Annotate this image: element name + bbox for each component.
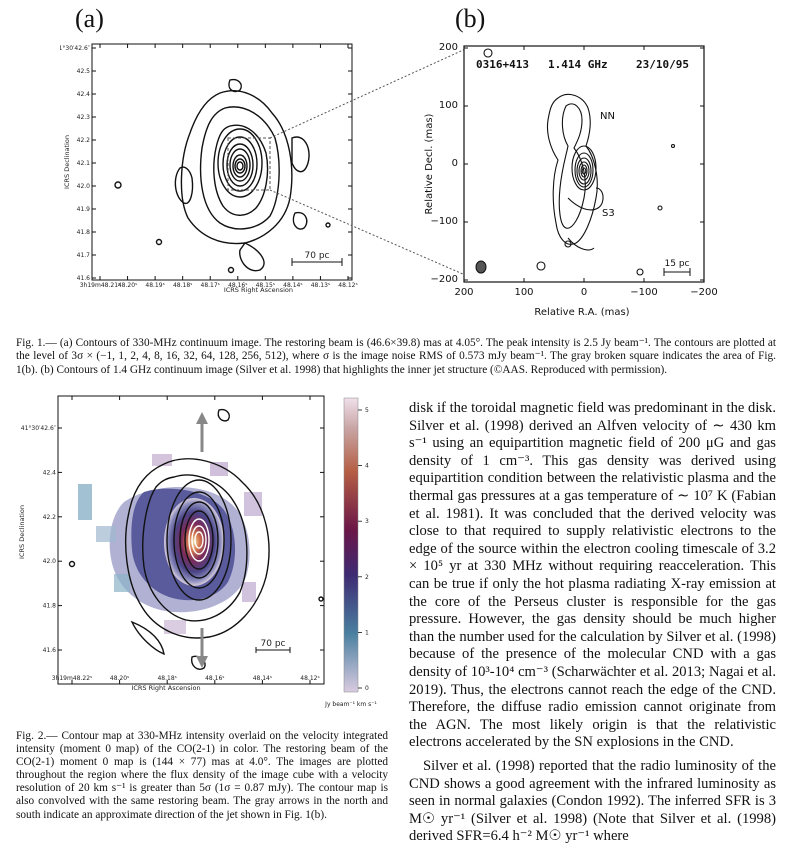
panel-a-x-tick-label: 3h19m48.21ˢ: [80, 282, 121, 289]
panel-b-x-tick-label: 200: [454, 287, 473, 298]
figure2-caption: Fig. 2.— Contour map at 330-MHz intensit…: [16, 730, 388, 821]
panel-a-x-label: ICRS Right Ascension: [224, 286, 293, 294]
figure2-x-tick-label: 48.14ˢ: [253, 675, 272, 682]
panel-b-scale-label: 15 pc: [665, 259, 690, 269]
panel-a-x-tick-label: 48.12ˢ: [338, 282, 357, 289]
panel-a-letter: (a): [75, 4, 104, 33]
panel-b-contours: [483, 48, 676, 276]
figure2-x-tick-label: 48.18ˢ: [157, 675, 176, 682]
figure2-x-tick-label: 48.16ˢ: [205, 675, 224, 682]
panel-a-x-tick-label: 48.18ˢ: [173, 282, 192, 289]
panel-a-y-tick-label: 41.8: [77, 229, 91, 236]
colorbar-tick-label: 2: [365, 574, 369, 581]
panel-b-x-tick-label: −200: [690, 287, 717, 298]
panel-b-label-s3: S3: [602, 208, 615, 219]
panel-a-y-tick-label: 42.2: [77, 137, 91, 144]
panel-b-y-tick-label: −100: [431, 216, 458, 227]
panel-a-y-tick-label: 42.3: [77, 114, 91, 121]
panel-a-x-tick-label: 48.19ˢ: [145, 282, 164, 289]
colorbar-tick-label: 0: [365, 685, 369, 692]
panel-a-y-tick-label: 41.9: [77, 206, 91, 213]
jet-direction-arrows: [196, 412, 208, 668]
figure2-y-tick-label: 42.4: [43, 469, 57, 476]
panel-a-x-tick-label: 48.17ˢ: [201, 282, 220, 289]
panel-a-frame: [91, 43, 353, 281]
panel-a-y-tick-label: 42.0: [77, 183, 91, 190]
colorbar-label: Jy beam⁻¹ km s⁻¹: [324, 701, 377, 708]
panel-b-date: 23/10/95: [636, 58, 689, 71]
colorbar: [343, 397, 359, 693]
figure2: 41°30′42.6″ 42.4 42.2 42.0 41.8 41.6 3h19m48.…: [18, 395, 377, 708]
colorbar-tick-label: 3: [365, 518, 369, 525]
panel-b-y-tick-label: 200: [439, 42, 458, 53]
panel-b-frequency: 1.414 GHz: [548, 58, 608, 71]
colorbar-tick-label: 1: [365, 629, 369, 636]
panel-a-x-tick-label: 48.15ˢ: [256, 282, 275, 289]
figure2-y-tick-label: 41.8: [43, 603, 57, 610]
panel-b-y-tick-label: −200: [431, 274, 458, 285]
panel-a-scale-label: 70 pc: [305, 251, 330, 261]
panel-a-x-tick-label: 48.20ˢ: [118, 282, 137, 289]
panel-a-y-tick-label: 42.1: [77, 160, 91, 167]
panel-b-y-label: Relative Decl. (mas): [424, 113, 435, 214]
figure2-contours: [68, 408, 324, 670]
figure1-panel-b: 200 100 0 −100 −200 200 100 0 −100 −200 0316+413…: [424, 42, 718, 318]
panel-a-x-tick-label: 48.16ˢ: [228, 282, 247, 289]
panel-b-x-tick-label: 100: [514, 287, 533, 298]
panel-a-zoom-box: [227, 137, 271, 191]
figure2-x-tick-label: 3h19m48.22ˢ: [52, 675, 93, 682]
panel-a-y-tick-label: 42.5: [77, 68, 91, 75]
panel-b-y-tick-label: 0: [452, 158, 458, 169]
figure1-panel-a: 41°30′42.6″ 42.5 42.4 42.3 42.2 42.1 42.0 41.9 4…: [60, 43, 358, 294]
panel-b-x-tick-label: −100: [630, 287, 657, 298]
panel-a-x-tick-label: 48.13ˢ: [311, 282, 330, 289]
panel-a-x-tick-label: 48.14ˢ: [283, 282, 302, 289]
figure2-y-tick-label: 42.0: [43, 558, 57, 565]
figure2-x-label: ICRS Right Ascension: [131, 684, 200, 692]
figure2-scale-label: 70 pc: [261, 639, 286, 649]
colorbar-tick-label: 4: [365, 463, 369, 470]
figure2-y-tick-label: 41°30′42.6″: [21, 425, 57, 432]
figure2-y-tick-label: 41.6: [43, 647, 57, 654]
figure1-caption: Fig. 1.— (a) Contours of 330-MHz continu…: [16, 337, 776, 376]
panel-b-label-nn: NN: [600, 111, 615, 122]
panel-b-x-label: Relative R.A. (mas): [534, 307, 629, 318]
panel-b-y-tick-label: 100: [439, 100, 458, 111]
figure2-y-label: ICRS Declination: [18, 505, 26, 559]
figure2-y-tick-label: 42.2: [43, 514, 57, 521]
panel-a-y-tick-label: 42.4: [77, 91, 91, 98]
panel-a-y-tick-label: 41°30′42.6″: [60, 45, 91, 52]
panel-a-y-tick-label: 41.6: [77, 275, 91, 282]
figure2-x-tick-label: 48.12ˢ: [300, 675, 319, 682]
panel-b-letter: (b): [455, 4, 486, 33]
panel-b-frame: [463, 45, 705, 283]
colorbar-tick-label: 5: [365, 407, 369, 414]
panel-a-y-label: ICRS Declination: [63, 135, 71, 189]
panel-b-beam: [475, 260, 487, 274]
panel-a-y-tick-label: 41.7: [77, 252, 91, 259]
panel-b-x-tick-label: 0: [581, 287, 587, 298]
figure2-x-tick-label: 48.20ˢ: [110, 675, 129, 682]
body-paragraph-1: disk if the toroidal magnetic field was …: [409, 400, 776, 751]
body-paragraph-2: Silver et al. (1998) reported that the r…: [409, 758, 776, 845]
panel-b-source: 0316+413: [476, 58, 529, 71]
